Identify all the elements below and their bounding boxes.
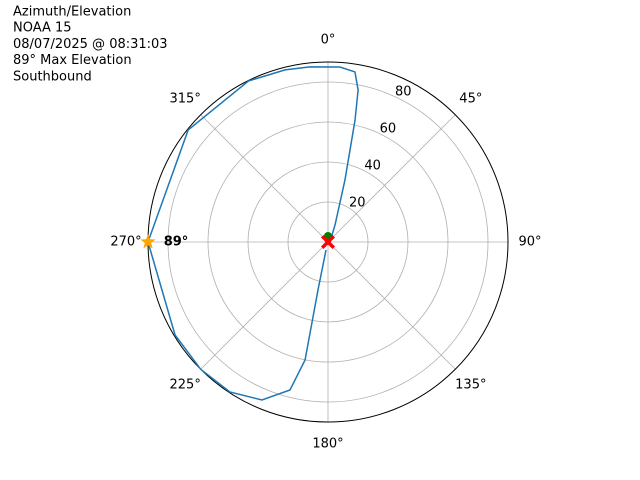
r-tick-label: 40: [364, 159, 381, 174]
theta-tick-label: 315°: [170, 92, 201, 107]
end-marker: [321, 235, 335, 249]
theta-tick-label: 45°: [459, 92, 482, 107]
max-marker: [140, 234, 156, 249]
theta-tick-label: 180°: [312, 437, 343, 452]
theta-grid-line: [200, 114, 329, 243]
title-line: 89° Max Elevation: [13, 53, 132, 68]
title-line: 08/07/2025 @ 08:31:03: [13, 37, 168, 52]
r-tick-label: 20: [349, 196, 366, 211]
theta-grid-line: [327, 114, 456, 243]
title-line: NOAA 15: [13, 21, 72, 36]
theta-grid-line: [327, 241, 456, 370]
annotation: 89°: [164, 235, 189, 250]
r-tick-label: 60: [380, 122, 397, 137]
r-grid-line: [287, 201, 369, 283]
theta-tick-label: 270°: [110, 235, 141, 250]
r-grid-line: [207, 121, 449, 363]
r-tick-label: 80: [395, 85, 412, 100]
theta-tick-label: 225°: [170, 377, 201, 392]
theta-tick-label: 90°: [518, 235, 541, 250]
r-grid-line: [167, 81, 489, 403]
trajectory-line: [147, 66, 359, 401]
r-grid-line: [247, 161, 409, 323]
theta-tick-label: 0°: [321, 33, 336, 48]
title-line: Azimuth/Elevation: [13, 5, 131, 20]
theta-tick-label: 135°: [455, 377, 486, 392]
theta-grid-line: [200, 241, 329, 370]
title-line: Southbound: [13, 69, 92, 84]
